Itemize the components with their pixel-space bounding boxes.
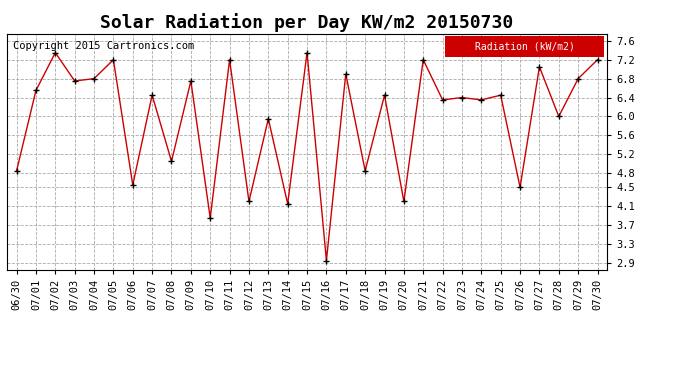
Text: Copyright 2015 Cartronics.com: Copyright 2015 Cartronics.com <box>13 41 194 51</box>
Title: Solar Radiation per Day KW/m2 20150730: Solar Radiation per Day KW/m2 20150730 <box>101 13 513 32</box>
